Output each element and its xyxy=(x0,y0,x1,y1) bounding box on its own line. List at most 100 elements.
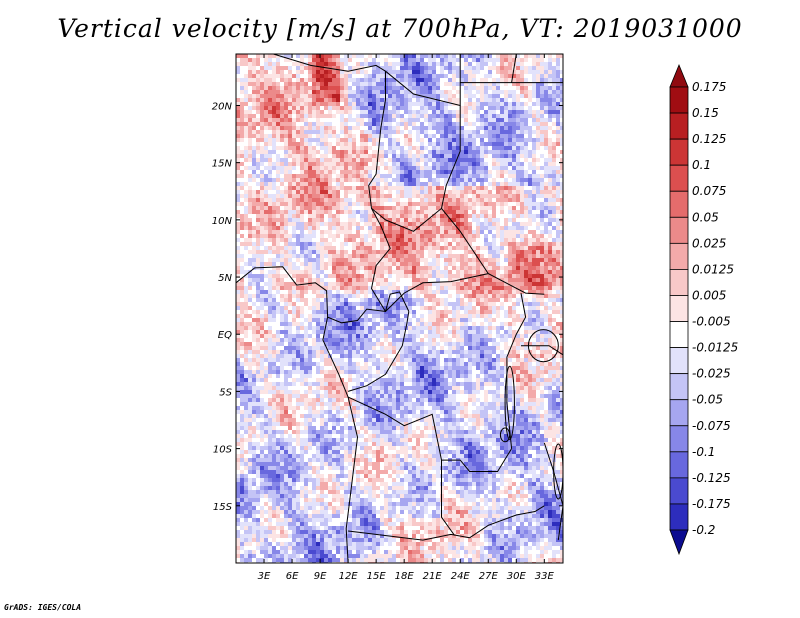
field-cell xyxy=(452,106,457,111)
field-cell xyxy=(404,94,409,99)
field-cell xyxy=(376,282,381,287)
field-cell xyxy=(312,70,317,75)
field-cell xyxy=(240,178,245,183)
field-cell xyxy=(528,230,533,235)
field-cell xyxy=(308,210,313,215)
field-cell xyxy=(416,242,421,247)
field-cell xyxy=(376,250,381,255)
field-cell xyxy=(524,66,529,71)
field-cell xyxy=(520,162,525,167)
field-cell xyxy=(440,218,445,223)
field-cell xyxy=(384,254,389,259)
field-cell xyxy=(364,66,369,71)
field-cell xyxy=(252,282,257,287)
field-cell xyxy=(452,174,457,179)
field-cell xyxy=(492,214,497,219)
field-cell xyxy=(312,118,317,123)
field-cell xyxy=(480,226,485,231)
field-cell xyxy=(504,274,509,279)
field-cell xyxy=(324,242,329,247)
field-cell xyxy=(372,190,377,195)
field-cell xyxy=(456,98,461,103)
field-cell xyxy=(356,270,361,275)
field-cell xyxy=(284,62,289,67)
field-cell xyxy=(508,158,513,163)
field-cell xyxy=(324,166,329,171)
field-cell xyxy=(380,154,385,159)
field-cell xyxy=(320,94,325,99)
field-cell xyxy=(536,238,541,243)
field-cell xyxy=(532,126,537,131)
field-cell xyxy=(304,206,309,211)
field-cell xyxy=(540,182,545,187)
field-cell xyxy=(488,266,493,271)
field-cell xyxy=(500,234,505,239)
field-cell xyxy=(532,290,537,295)
field-cell xyxy=(504,262,509,267)
field-cell xyxy=(492,202,497,207)
field-cell xyxy=(360,106,365,111)
field-cell xyxy=(544,70,549,75)
field-cell xyxy=(540,58,545,63)
field-cell xyxy=(260,250,265,255)
field-cell xyxy=(472,266,477,271)
field-cell xyxy=(548,154,553,159)
field-cell xyxy=(528,242,533,247)
field-cell xyxy=(500,82,505,87)
field-cell xyxy=(292,270,297,275)
field-cell xyxy=(280,218,285,223)
field-cell xyxy=(308,270,313,275)
field-cell xyxy=(424,106,429,111)
field-cell xyxy=(480,218,485,223)
field-cell xyxy=(424,274,429,279)
field-cell xyxy=(292,274,297,279)
field-cell xyxy=(440,74,445,79)
field-cell xyxy=(536,222,541,227)
field-cell xyxy=(492,262,497,267)
field-cell xyxy=(452,142,457,147)
field-cell xyxy=(344,218,349,223)
field-cell xyxy=(492,190,497,195)
field-cell xyxy=(544,266,549,271)
field-cell xyxy=(468,102,473,107)
field-cell xyxy=(348,266,353,271)
field-cell xyxy=(296,246,301,251)
field-cell xyxy=(236,110,241,115)
field-cell xyxy=(376,182,381,187)
field-cell xyxy=(344,70,349,75)
field-cell xyxy=(380,102,385,107)
field-cell xyxy=(352,134,357,139)
field-cell xyxy=(340,62,345,67)
field-cell xyxy=(308,178,313,183)
field-cell xyxy=(388,230,393,235)
field-cell xyxy=(340,162,345,167)
field-cell xyxy=(436,210,441,215)
field-cell xyxy=(320,150,325,155)
field-cell xyxy=(436,234,441,239)
field-cell xyxy=(348,78,353,83)
field-cell xyxy=(476,82,481,87)
field-cell xyxy=(392,242,397,247)
field-cell xyxy=(368,122,373,127)
field-cell xyxy=(444,90,449,95)
field-cell xyxy=(316,294,321,299)
field-cell xyxy=(488,170,493,175)
field-cell xyxy=(276,270,281,275)
field-cell xyxy=(280,234,285,239)
field-cell xyxy=(404,250,409,255)
field-cell xyxy=(560,202,563,207)
field-cell xyxy=(468,82,473,87)
field-cell xyxy=(452,230,457,235)
field-cell xyxy=(296,222,301,227)
field-cell xyxy=(308,238,313,243)
field-cell xyxy=(516,114,521,119)
field-cell xyxy=(384,162,389,167)
field-cell xyxy=(300,70,305,75)
field-cell xyxy=(400,270,405,275)
field-cell xyxy=(540,258,545,263)
field-cell xyxy=(256,170,261,175)
field-cell xyxy=(320,218,325,223)
field-cell xyxy=(408,154,413,159)
field-cell xyxy=(360,262,365,267)
field-cell xyxy=(336,154,341,159)
